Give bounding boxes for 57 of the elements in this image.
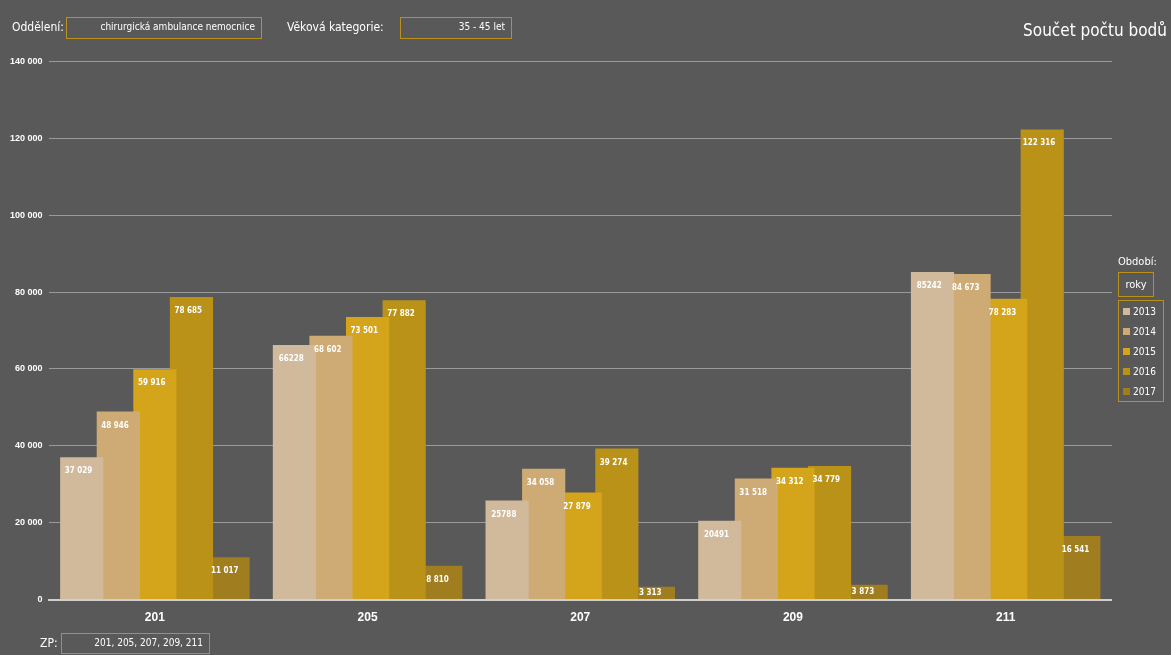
data-label: 3 873 bbox=[851, 586, 875, 596]
text: 35 - 45 let bbox=[400, 17, 512, 39]
y-tick-label: 0 bbox=[37, 594, 43, 605]
data-label: 66228 bbox=[278, 354, 304, 364]
y-tick-label: 120 000 bbox=[9, 132, 43, 143]
legend-label: 2013 bbox=[1133, 305, 1156, 317]
text: Oddělení: bbox=[12, 20, 64, 34]
data-label: 77 882 bbox=[387, 309, 415, 319]
x-tick-label: 209 bbox=[782, 610, 804, 625]
data-label: 78 685 bbox=[174, 306, 202, 316]
data-label: 16 541 bbox=[1061, 545, 1090, 555]
bar bbox=[698, 520, 742, 600]
data-label: 85242 bbox=[916, 280, 942, 290]
bar bbox=[485, 500, 529, 600]
data-label: 34 058 bbox=[526, 477, 555, 487]
y-tick-label: 140 000 bbox=[9, 55, 43, 66]
data-label: 37 029 bbox=[64, 466, 93, 476]
legend-label: 2017 bbox=[1133, 385, 1156, 397]
bar bbox=[60, 457, 104, 600]
legend-label: 2014 bbox=[1133, 325, 1156, 337]
data-label: 31 518 bbox=[739, 487, 767, 497]
data-label: 25788 bbox=[491, 509, 517, 519]
data-label: 39 274 bbox=[599, 457, 628, 467]
data-label: 78 283 bbox=[988, 307, 1017, 317]
y-tick-label: 40 000 bbox=[15, 440, 43, 451]
text: roky bbox=[1118, 272, 1154, 297]
data-label: 20491 bbox=[704, 529, 730, 539]
bar bbox=[1020, 129, 1064, 600]
legend-label: 2015 bbox=[1133, 345, 1156, 357]
data-label: 48 946 bbox=[101, 420, 129, 430]
x-tick-label: 205 bbox=[357, 610, 378, 625]
data-label: 3 313 bbox=[638, 588, 662, 598]
data-label: 73 501 bbox=[350, 326, 379, 336]
legend-title: Období: bbox=[1118, 255, 1158, 268]
text: chirurgická ambulance nemocnice bbox=[66, 17, 262, 39]
y-tick-label: 80 000 bbox=[15, 286, 43, 297]
data-label: 122 316 bbox=[1022, 138, 1056, 148]
data-label: 11 017 bbox=[211, 566, 239, 576]
y-tick-label: 20 000 bbox=[15, 517, 43, 528]
text: 201, 205, 207, 209, 211 bbox=[61, 633, 210, 654]
text: ZP: bbox=[40, 636, 58, 650]
x-tick-label: 211 bbox=[995, 610, 1016, 625]
x-tick-label: 201 bbox=[144, 610, 166, 625]
data-label: 84 673 bbox=[952, 283, 980, 293]
legend-label: 2016 bbox=[1133, 365, 1156, 377]
data-label: 27 879 bbox=[563, 501, 591, 511]
y-tick-label: 60 000 bbox=[15, 363, 43, 374]
chart-title: Součet počtu bodů bbox=[1023, 20, 1167, 40]
data-label: 68 602 bbox=[313, 344, 342, 354]
data-label: 34 779 bbox=[812, 474, 841, 484]
x-tick-label: 207 bbox=[570, 610, 591, 625]
data-label: 8 810 bbox=[426, 574, 449, 584]
data-label: 34 312 bbox=[775, 476, 804, 486]
y-tick-label: 100 000 bbox=[9, 209, 43, 220]
bar bbox=[272, 345, 316, 600]
data-label: 59 916 bbox=[137, 378, 166, 388]
text: Věková kategorie: bbox=[287, 20, 384, 34]
